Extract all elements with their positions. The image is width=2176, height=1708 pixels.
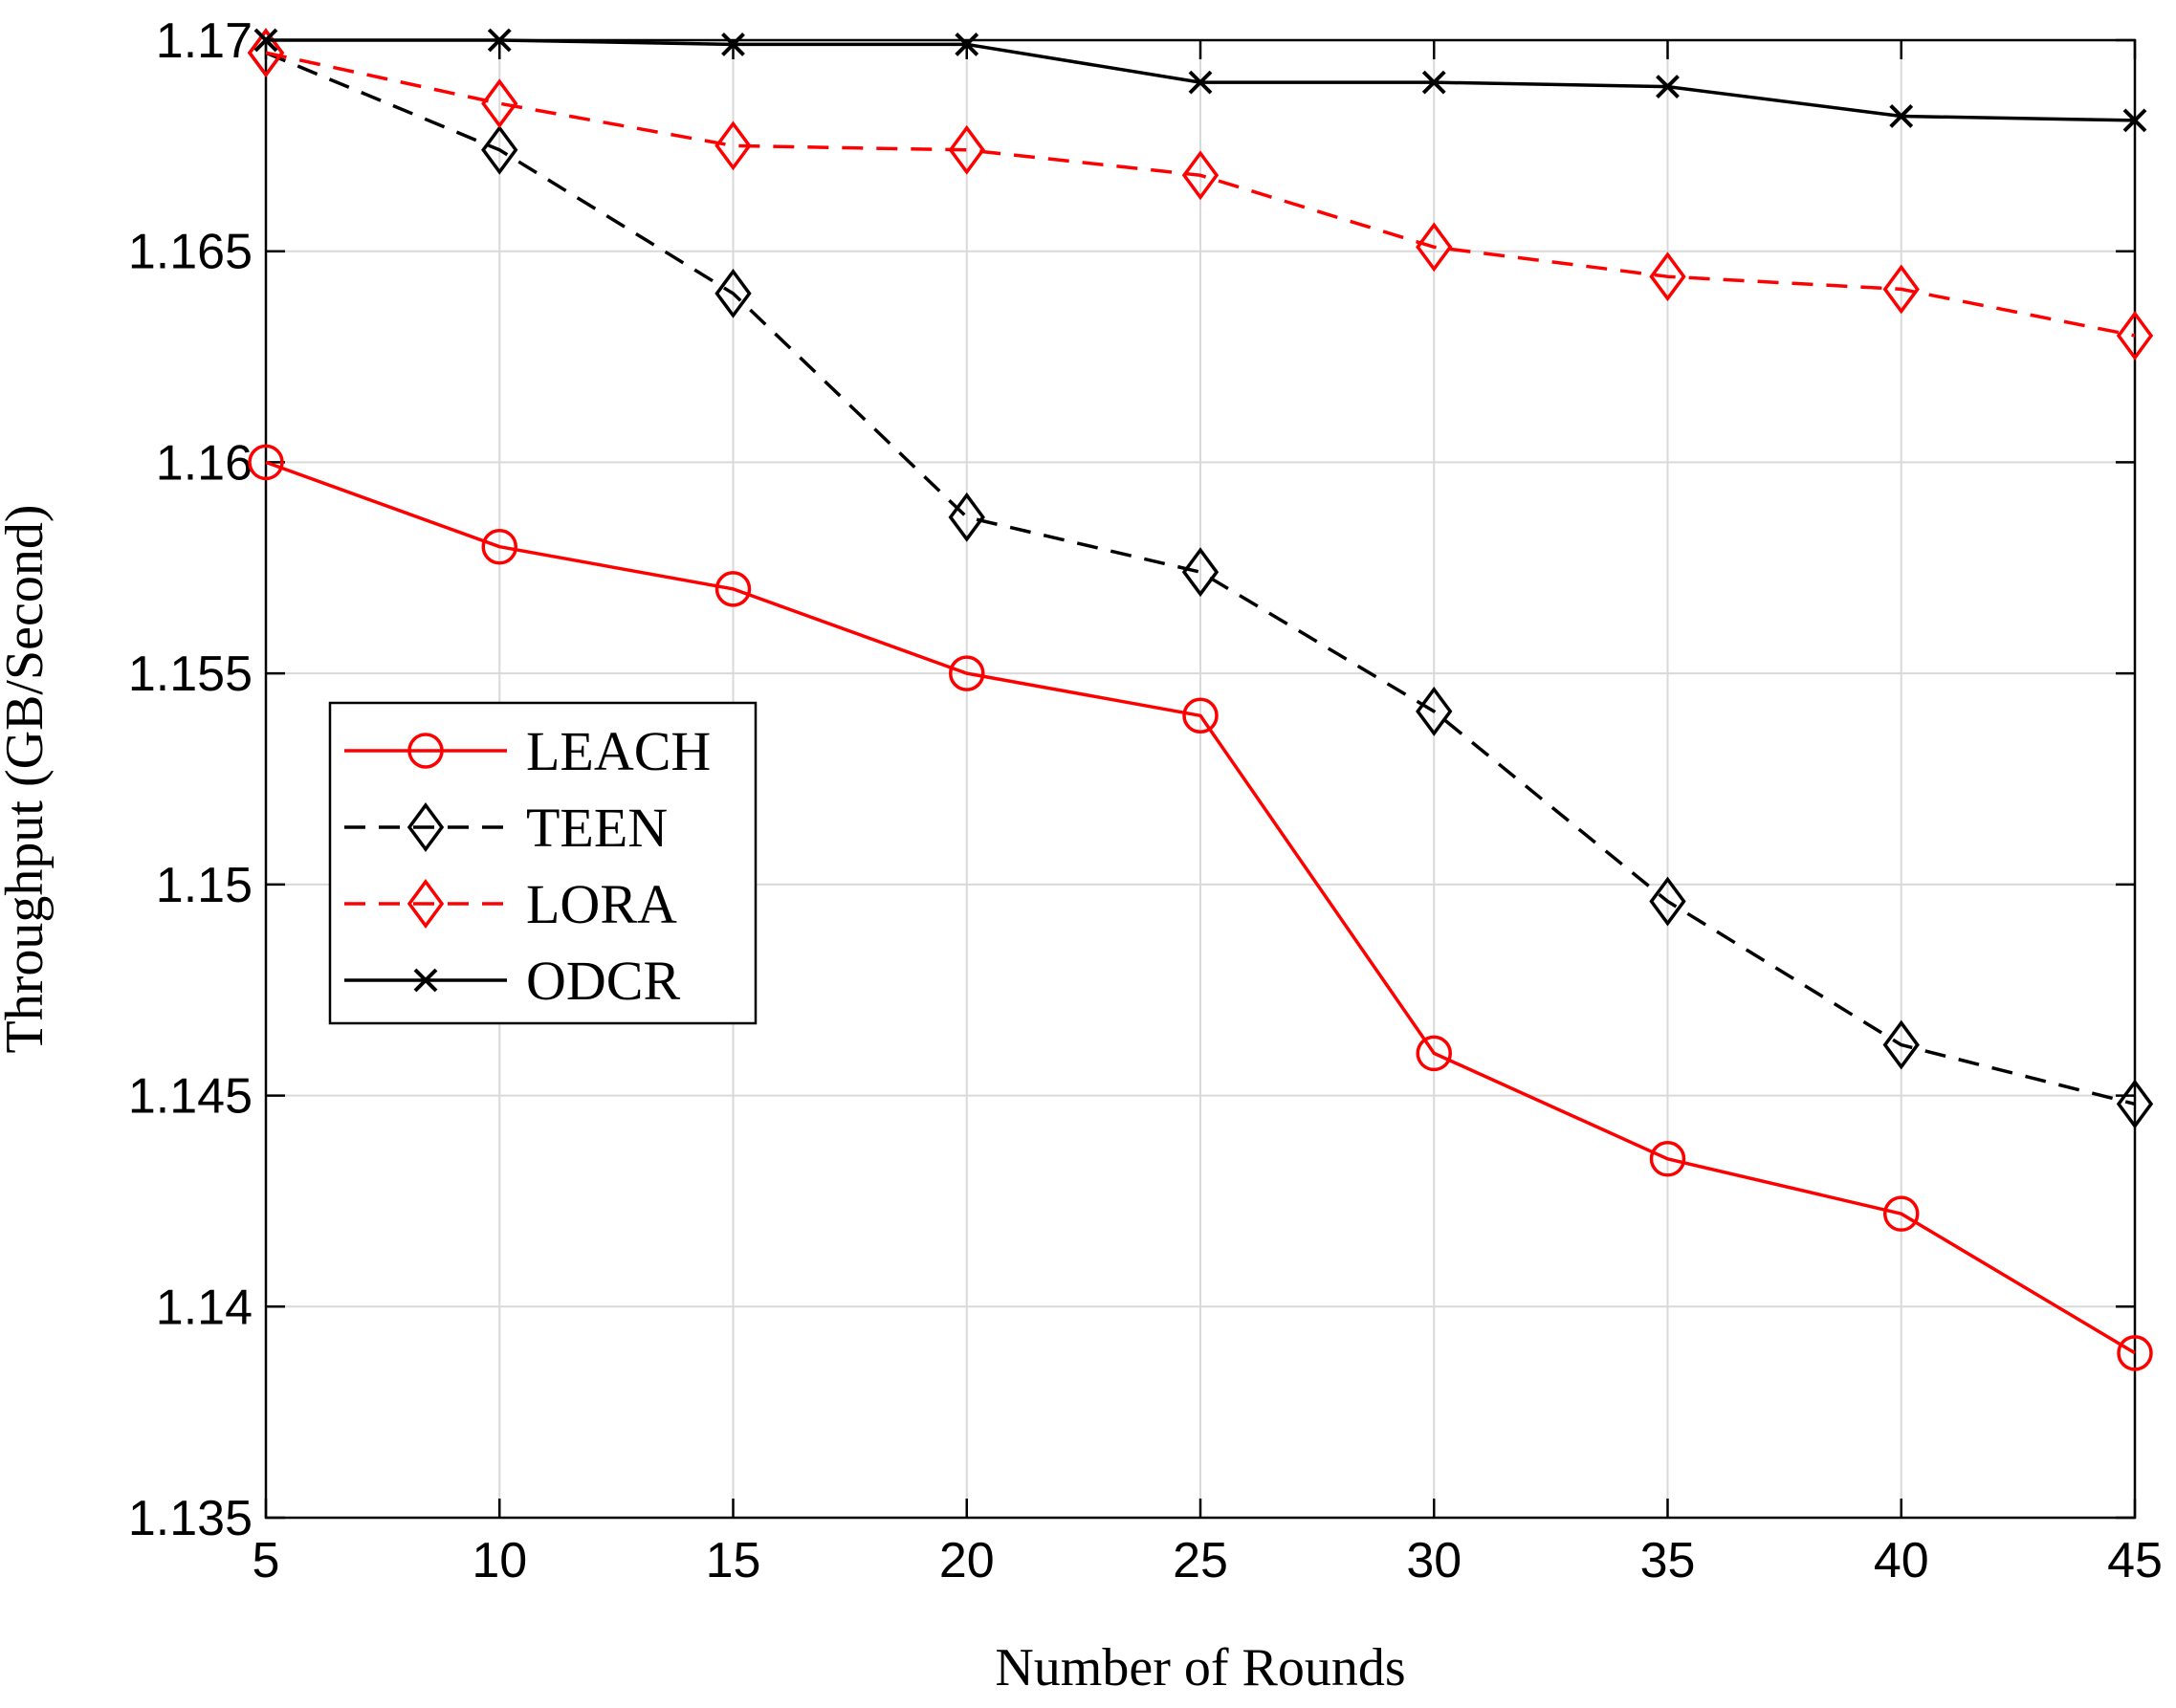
axis-ticks: 5 10 15 20 25 30 35 40 45 1.135 1.14 1.145 1.15 1.155…: [128, 13, 2163, 1588]
data-point-odcr: [721, 33, 745, 56]
data-point-odcr: [1188, 70, 1213, 95]
y-tick-label: 1.135: [128, 1491, 253, 1546]
data-point-leach: [714, 571, 752, 607]
data-point-leach: [481, 528, 517, 565]
data-point-odcr: [1656, 75, 1680, 99]
data-point-teen: [1181, 547, 1220, 598]
data-point-odcr-stroke: [2122, 108, 2147, 133]
series-line-teen: [265, 51, 2136, 1106]
y-tick-label: 1.165: [128, 225, 253, 280]
legend-label-teen: TEEN: [526, 797, 668, 859]
data-point-odcr-stroke: [955, 33, 979, 56]
x-tick-label: 15: [706, 1533, 761, 1588]
legend-box: [328, 701, 758, 1025]
legend-marker-odcr-stroke: [413, 968, 438, 993]
x-tick-label: 20: [939, 1533, 995, 1588]
data-point-lora: [1649, 252, 1686, 302]
data-point-odcr-stroke: [721, 33, 745, 56]
data-point-leach: [1649, 1141, 1686, 1177]
y-tick-label: 1.16: [156, 435, 253, 491]
data-point-lora: [714, 120, 752, 171]
data-point-odcr-stroke: [253, 28, 278, 53]
legend-marker-odcr: [413, 968, 438, 993]
legend-label-odcr: ODCR: [526, 950, 680, 1012]
legend-marker-leach: [407, 733, 444, 769]
data-point-lora: [1181, 150, 1220, 201]
data-point-odcr: [1421, 70, 1446, 95]
y-tick-label: 1.155: [128, 646, 253, 702]
legend-label-leach: LEACH: [526, 720, 711, 782]
y-axis-title: Throughput (GB/Second): [0, 505, 55, 1054]
legend: LEACH TEEN LORA ODCR: [328, 701, 758, 1025]
data-point-teen: [1882, 1019, 1920, 1070]
legend-item-leach: LEACH: [344, 720, 711, 782]
data-point-odcr: [253, 28, 278, 53]
data-point-teen: [481, 124, 518, 175]
data-point-odcr-stroke: [1656, 75, 1680, 99]
series-line-leach: [265, 460, 2136, 1355]
data-point-leach: [1883, 1195, 1920, 1232]
x-tick-label: 5: [253, 1533, 280, 1588]
data-point-lora: [2116, 311, 2154, 361]
data-point-teen: [1649, 876, 1686, 927]
data-point-odcr-stroke: [1421, 70, 1446, 95]
data-point-leach: [1416, 1035, 1452, 1072]
legend-marker-lora: [407, 879, 445, 929]
data-point-odcr: [487, 28, 512, 53]
data-point-lora: [948, 124, 985, 175]
data-point-odcr-stroke: [1188, 70, 1213, 95]
series-leach: [248, 444, 2153, 1371]
data-point-odcr: [955, 33, 979, 56]
y-tick-label: 1.15: [156, 858, 253, 913]
data-point-leach: [2117, 1335, 2153, 1371]
data-point-lora: [1416, 222, 1453, 273]
x-tick-label: 10: [472, 1533, 527, 1588]
data-point-lora: [247, 28, 285, 78]
x-tick-label: 35: [1640, 1533, 1696, 1588]
data-point-odcr-stroke: [487, 28, 512, 53]
x-tick-label: 40: [1874, 1533, 1929, 1588]
data-point-teen: [948, 492, 985, 542]
legend-marker-teen: [407, 802, 445, 852]
y-tick-label: 1.17: [156, 13, 253, 69]
x-axis-title: Number of Rounds: [995, 1638, 1405, 1697]
series-line-lora: [265, 51, 2136, 338]
data-point-leach: [949, 655, 985, 691]
data-point-teen: [714, 268, 752, 318]
data-point-odcr: [1889, 104, 1914, 128]
legend-label-lora: LORA: [526, 873, 677, 935]
data-point-teen: [1416, 686, 1453, 736]
legend-item-teen: TEEN: [344, 797, 668, 859]
x-tick-label: 30: [1406, 1533, 1462, 1588]
x-tick-label: 25: [1173, 1533, 1228, 1588]
data-point-leach: [248, 444, 284, 481]
data-point-leach: [1182, 697, 1219, 734]
data-point-odcr: [2122, 108, 2147, 133]
data-point-lora: [1882, 264, 1920, 315]
y-tick-label: 1.145: [128, 1069, 253, 1125]
data-point-teen: [2116, 1079, 2154, 1129]
x-tick-label: 45: [2107, 1533, 2163, 1588]
y-tick-label: 1.14: [156, 1280, 253, 1335]
data-point-odcr-stroke: [1889, 104, 1914, 128]
legend-item-lora: LORA: [344, 873, 677, 935]
series-odcr: [253, 28, 2147, 133]
legend-item-odcr: ODCR: [344, 950, 680, 1012]
data-point-lora: [481, 78, 518, 129]
series-lora: [247, 28, 2154, 361]
series-group: [247, 28, 2154, 1371]
